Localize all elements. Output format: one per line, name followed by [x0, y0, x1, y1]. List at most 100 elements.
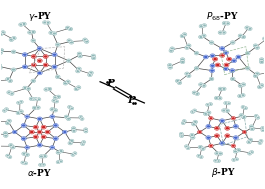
Circle shape: [215, 97, 218, 99]
Circle shape: [16, 112, 20, 114]
Circle shape: [39, 155, 43, 158]
Circle shape: [250, 128, 254, 130]
Circle shape: [209, 145, 213, 147]
Circle shape: [52, 32, 56, 35]
Circle shape: [52, 100, 55, 102]
Circle shape: [197, 155, 200, 157]
Circle shape: [38, 117, 42, 120]
Circle shape: [43, 155, 47, 157]
Circle shape: [66, 26, 69, 29]
Circle shape: [22, 137, 26, 140]
Circle shape: [198, 131, 201, 133]
Circle shape: [190, 134, 194, 136]
Circle shape: [181, 58, 184, 61]
Circle shape: [181, 61, 184, 63]
Circle shape: [59, 150, 63, 152]
Circle shape: [227, 102, 230, 104]
Circle shape: [13, 131, 17, 133]
Circle shape: [249, 139, 252, 141]
Text: $P_{68}$-PY: $P_{68}$-PY: [206, 10, 238, 23]
Circle shape: [187, 74, 191, 77]
Circle shape: [9, 144, 13, 147]
Circle shape: [39, 164, 42, 166]
Circle shape: [232, 159, 235, 161]
Circle shape: [77, 86, 81, 89]
Circle shape: [191, 111, 194, 113]
Circle shape: [76, 70, 80, 72]
Circle shape: [48, 88, 51, 90]
Circle shape: [36, 106, 40, 109]
Circle shape: [187, 44, 191, 47]
Circle shape: [193, 121, 197, 123]
Circle shape: [241, 106, 245, 108]
Circle shape: [43, 55, 48, 58]
Circle shape: [246, 67, 250, 70]
Circle shape: [56, 43, 60, 46]
Circle shape: [23, 87, 27, 89]
Circle shape: [185, 145, 188, 147]
Circle shape: [225, 127, 229, 130]
Circle shape: [46, 21, 50, 24]
Circle shape: [0, 66, 2, 69]
Circle shape: [79, 116, 82, 118]
Circle shape: [191, 136, 195, 139]
Circle shape: [67, 117, 70, 120]
Circle shape: [43, 64, 48, 67]
Circle shape: [248, 153, 251, 155]
Circle shape: [256, 117, 259, 119]
Circle shape: [195, 52, 198, 55]
Circle shape: [230, 69, 234, 72]
Circle shape: [10, 38, 13, 41]
Circle shape: [78, 55, 82, 57]
Circle shape: [255, 72, 259, 75]
Circle shape: [238, 34, 242, 37]
Circle shape: [84, 130, 87, 132]
Circle shape: [38, 144, 42, 147]
Circle shape: [21, 161, 24, 164]
Circle shape: [222, 88, 226, 90]
Circle shape: [49, 31, 53, 34]
Circle shape: [42, 164, 45, 166]
Circle shape: [67, 59, 70, 62]
Circle shape: [31, 39, 35, 42]
Text: $\beta$-PY: $\beta$-PY: [211, 166, 236, 179]
Circle shape: [72, 129, 76, 132]
Circle shape: [46, 131, 50, 133]
Circle shape: [232, 59, 236, 62]
Circle shape: [220, 119, 224, 122]
Circle shape: [227, 58, 231, 61]
Circle shape: [237, 149, 240, 152]
Circle shape: [224, 102, 227, 104]
Circle shape: [178, 81, 181, 84]
Circle shape: [223, 22, 226, 25]
Circle shape: [235, 158, 238, 160]
Circle shape: [210, 69, 214, 72]
Circle shape: [84, 128, 87, 130]
Circle shape: [50, 115, 54, 118]
Circle shape: [57, 161, 60, 163]
Circle shape: [238, 95, 242, 97]
Circle shape: [4, 132, 7, 135]
Circle shape: [204, 112, 207, 115]
Circle shape: [33, 107, 36, 109]
Circle shape: [12, 68, 15, 71]
Circle shape: [234, 150, 237, 153]
Circle shape: [242, 116, 246, 118]
Circle shape: [216, 64, 220, 67]
Circle shape: [92, 57, 95, 59]
Circle shape: [180, 133, 183, 135]
Circle shape: [0, 51, 2, 54]
Circle shape: [12, 50, 15, 53]
Circle shape: [215, 134, 219, 137]
Circle shape: [7, 120, 11, 122]
Circle shape: [28, 31, 32, 34]
Circle shape: [54, 109, 57, 112]
Circle shape: [261, 127, 264, 129]
Circle shape: [232, 145, 235, 147]
Circle shape: [11, 146, 15, 149]
Circle shape: [59, 160, 62, 162]
Circle shape: [213, 58, 217, 61]
Circle shape: [219, 152, 222, 155]
Circle shape: [70, 107, 73, 109]
Circle shape: [25, 115, 29, 118]
